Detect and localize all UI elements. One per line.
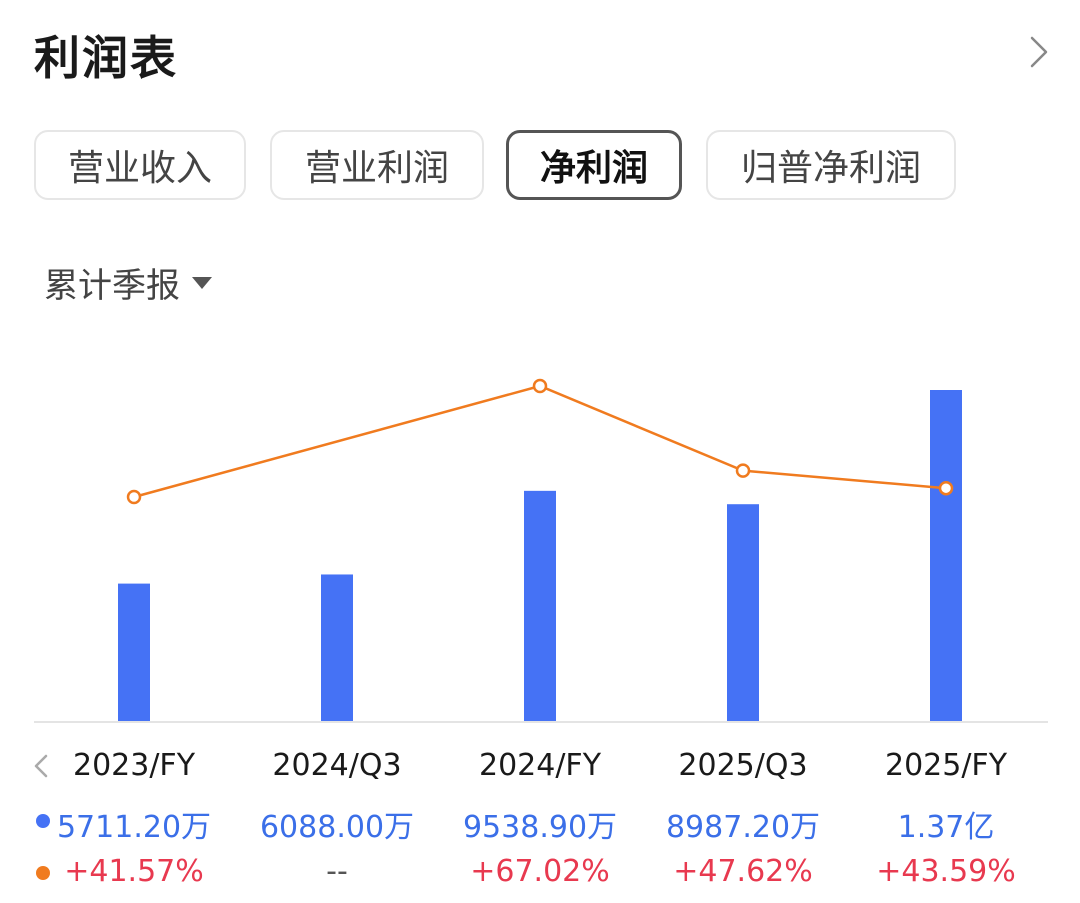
tab-label: 归普净利润 — [740, 148, 921, 189]
line-point-2025/Q3 — [735, 463, 751, 478]
bar-value-label: 1.37亿 — [897, 810, 995, 845]
caret-down-icon — [192, 276, 212, 289]
tab-attributable-net-profit[interactable]: 归普净利润 — [706, 130, 956, 200]
bar-value-label: 8987.20万 — [665, 810, 821, 845]
chevron-right-icon[interactable] — [1024, 34, 1052, 70]
legend-dot-bar — [36, 814, 50, 828]
line-point-2023/FY — [126, 489, 142, 505]
x-tick-label: 2025/Q3 — [678, 748, 808, 783]
bar-value-label: 5711.20万 — [56, 810, 212, 845]
line-point-2024/FY — [532, 378, 548, 394]
tab-label: 营业利润 — [304, 148, 449, 189]
x-tick-label: 2024/FY — [478, 748, 602, 783]
bar-value-label: 9538.90万 — [462, 810, 618, 845]
bar-2024/FY — [524, 490, 556, 722]
bar-2025/FY — [930, 390, 962, 722]
growth-value-label: +43.59% — [876, 854, 1016, 889]
bar-2023/FY — [118, 583, 150, 722]
tab-net-profit[interactable]: 净利润 — [506, 130, 682, 200]
tab-label: 营业收入 — [67, 148, 212, 189]
legend-dot-line — [36, 866, 50, 880]
line-point-2025/FY — [938, 480, 954, 496]
bar-2024/Q3 — [321, 574, 353, 722]
growth-value-label: +47.62% — [673, 854, 813, 889]
page-title: 利润表 — [34, 31, 178, 85]
growth-line — [133, 384, 947, 499]
tab-revenue[interactable]: 营业收入 — [34, 130, 246, 200]
growth-value-label: +41.57% — [64, 854, 204, 889]
period-label: 累计季报 — [44, 266, 180, 306]
growth-value-label: -- — [326, 854, 348, 889]
tab-label: 净利润 — [539, 148, 648, 189]
combo-chart — [34, 378, 1048, 723]
bar-value-label: 6088.00万 — [259, 810, 415, 845]
x-tick-label: 2023/FY — [72, 748, 196, 783]
x-tick-label: 2025/FY — [884, 748, 1008, 783]
bar-2025/Q3 — [727, 504, 759, 722]
tab-operating-profit[interactable]: 营业利润 — [270, 130, 484, 200]
x-tick-label: 2024/Q3 — [272, 748, 402, 783]
growth-value-label: +67.02% — [470, 854, 610, 889]
chevron-left-icon[interactable] — [30, 752, 52, 780]
period-dropdown[interactable]: 累计季报 — [44, 258, 212, 307]
